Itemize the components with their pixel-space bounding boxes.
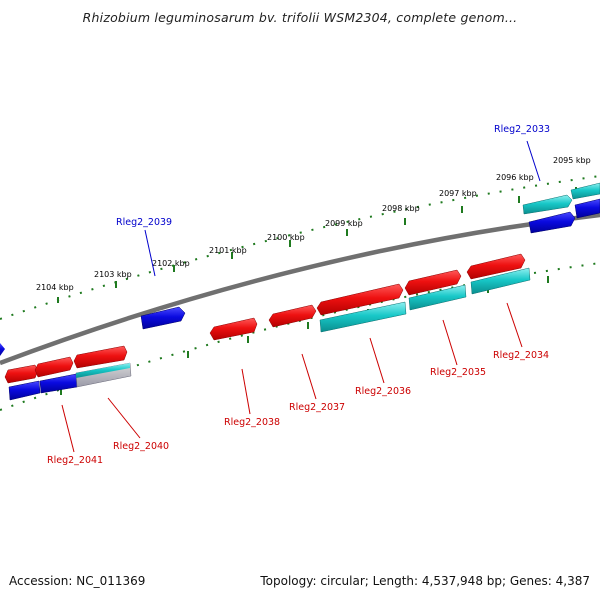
gene-partial-right-blue[interactable]: [574, 198, 600, 219]
tick-label-2101: 2101 kbp: [209, 246, 247, 255]
accession-text: Accession: NC_011369: [9, 574, 146, 588]
gene-label-rleg2-2034[interactable]: Rleg2_2034: [493, 350, 549, 361]
gene-rleg2-2040-blue[interactable]: [39, 373, 78, 394]
gene-rleg2-2041-red[interactable]: [4, 364, 39, 384]
gene-rleg2-2040-red-b[interactable]: [73, 345, 128, 369]
gene-rleg2-2035-red[interactable]: [404, 269, 462, 296]
gene-rleg2-2036-cyan[interactable]: [319, 301, 407, 333]
gene-label-rleg2-2033[interactable]: Rleg2_2033: [494, 124, 550, 135]
tick-label-2100: 2100 kbp: [267, 233, 305, 242]
gene-label-rleg2-2035[interactable]: Rleg2_2035: [430, 367, 486, 378]
gene-rleg2-2040-red-a[interactable]: [34, 356, 74, 378]
gene-label-rleg2-2040[interactable]: Rleg2_2040: [113, 441, 169, 452]
gene-label-rleg2-2039[interactable]: Rleg2_2039: [116, 217, 172, 228]
gene-label-rleg2-2038[interactable]: Rleg2_2038: [224, 417, 280, 428]
tick-label-2104: 2104 kbp: [36, 283, 74, 292]
tick-label-2097: 2097 kbp: [439, 189, 477, 198]
tick-label-2099: 2099 kbp: [325, 219, 363, 228]
backbone-curve: [0, 212, 600, 366]
gene-labels: Rleg2_2033 Rleg2_2039 Rleg2_2034 Rleg2_2…: [47, 124, 550, 466]
gene-rleg2-2039[interactable]: [140, 306, 186, 330]
gene-rleg2-2035-cyan[interactable]: [408, 284, 467, 311]
gene-rleg2-2033-cyan[interactable]: [522, 194, 573, 215]
gene-rleg2-2036-red[interactable]: [316, 283, 404, 316]
ruler-tick-labels: 2104 kbp 2103 kbp 2102 kbp 2101 kbp 2100…: [36, 156, 591, 292]
gene-rleg2-2040-cyan-stripe[interactable]: [76, 363, 130, 378]
tick-label-2102: 2102 kbp: [152, 259, 190, 268]
tick-label-2095: 2095 kbp: [553, 156, 591, 165]
tick-label-2098: 2098 kbp: [382, 204, 420, 213]
gene-rleg2-2041-blue[interactable]: [8, 380, 41, 401]
gene-rleg2-2034-red[interactable]: [466, 253, 526, 280]
gene-partial-right-cyan[interactable]: [570, 182, 600, 200]
tick-label-2096: 2096 kbp: [496, 173, 534, 182]
gene-label-rleg2-2041[interactable]: Rleg2_2041: [47, 455, 103, 466]
gene-rleg2-2033-partial[interactable]: [528, 211, 576, 234]
gene-label-rleg2-2036[interactable]: Rleg2_2036: [355, 386, 411, 397]
map-title: Rhizobium leguminosarum bv. trifolii WSM…: [82, 10, 518, 25]
forward-strand-genes: [4, 253, 531, 401]
gene-rleg2-2038[interactable]: [209, 317, 258, 341]
gene-rleg2-2034-cyan[interactable]: [470, 267, 531, 295]
genome-summary-text: Topology: circular; Length: 4,537,948 bp…: [260, 574, 590, 588]
label-leader-lines: [61, 140, 541, 453]
gene-rleg2-2037[interactable]: [268, 304, 317, 328]
gene-partial-left-blue[interactable]: [0, 343, 5, 356]
tick-label-2103: 2103 kbp: [94, 270, 132, 279]
reverse-strand-genes: [0, 182, 600, 356]
outer-ruler-curve: [0, 175, 600, 320]
gene-label-rleg2-2037[interactable]: Rleg2_2037: [289, 402, 345, 413]
